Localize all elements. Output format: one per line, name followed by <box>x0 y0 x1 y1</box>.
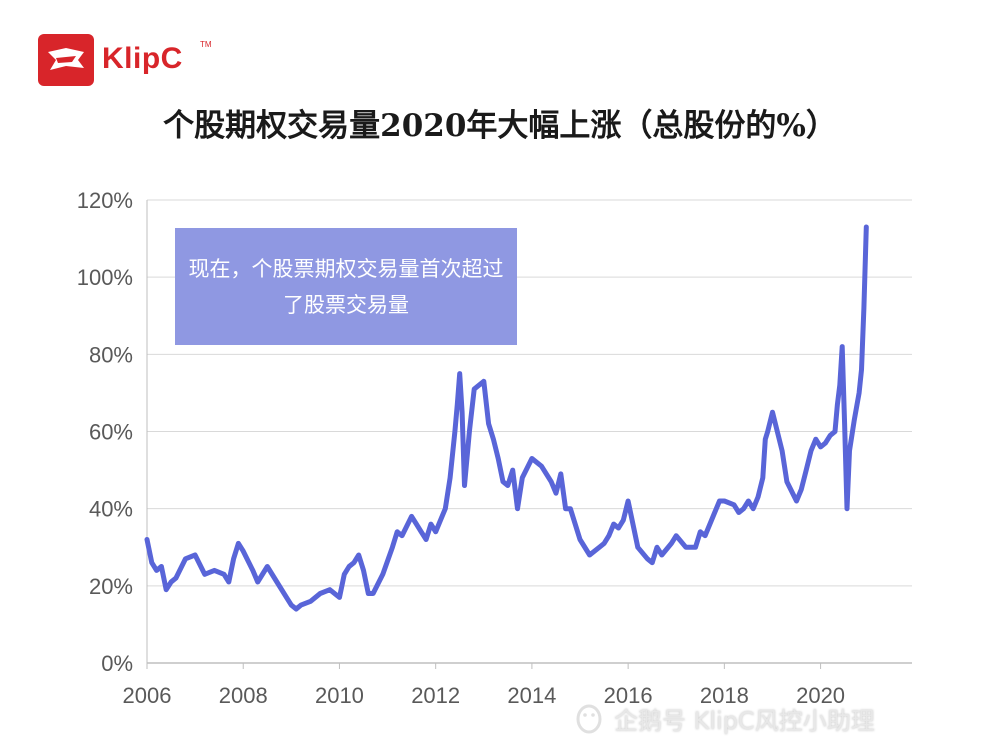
watermark-text: 企鹅号 KlipC风控小助理 <box>614 706 875 735</box>
x-tick-label: 2006 <box>123 683 172 708</box>
page-title: 个股期权交易量2020年大幅上涨（总股份的%） <box>163 108 837 144</box>
grid-layer <box>147 199 912 587</box>
y-tick-label: 60% <box>89 420 133 445</box>
brand-logo: KlipC TM <box>38 34 212 88</box>
series-line-0 <box>144 224 869 612</box>
y-tick-label: 0% <box>101 651 133 676</box>
axis-layer <box>146 200 912 669</box>
penguin-icon <box>576 704 602 734</box>
tick-labels: 0% 20% 40% 60% 80% 100% 120% 2006 2008 2010 2012 20… <box>77 188 845 708</box>
logo-badge-icon <box>38 34 94 86</box>
chart-annotation: 现在，个股票期权交易量首次超过了股票交易量 <box>175 228 517 345</box>
brand-trademark: TM <box>200 40 212 49</box>
x-tick-label: 2008 <box>219 683 268 708</box>
y-tick-label: 100% <box>77 265 133 290</box>
series-layer <box>144 224 869 612</box>
x-tick-label: 2014 <box>507 683 556 708</box>
x-tick-label: 2010 <box>315 683 364 708</box>
y-tick-label: 120% <box>77 188 133 213</box>
y-tick-label: 20% <box>89 574 133 599</box>
y-tick-label: 80% <box>89 342 133 367</box>
x-tick-label: 2018 <box>700 683 749 708</box>
x-tick-label: 2020 <box>796 683 845 708</box>
watermark: 企鹅号 KlipC风控小助理 <box>572 698 875 738</box>
x-tick-label: 2012 <box>411 683 460 708</box>
x-tick-label: 2016 <box>604 683 653 708</box>
y-tick-label: 40% <box>89 497 133 522</box>
brand-name: KlipC <box>102 42 183 75</box>
